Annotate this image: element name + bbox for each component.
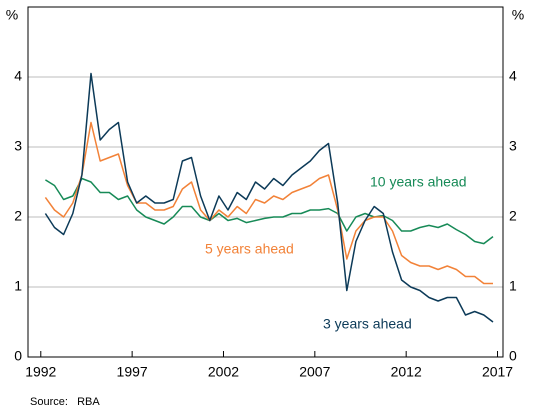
y2-tick-label: 4 bbox=[509, 68, 517, 84]
x-tick-label: 1992 bbox=[25, 364, 56, 380]
y2-tick-label: 1 bbox=[509, 278, 517, 294]
plot-frame bbox=[27, 6, 504, 358]
y2-tick-label: 2 bbox=[509, 208, 517, 224]
source: Source: RBA bbox=[30, 396, 100, 408]
x-tick-label: 2002 bbox=[208, 364, 239, 380]
x-tick-label: 2017 bbox=[482, 364, 513, 380]
y-axis-label: % bbox=[6, 7, 18, 23]
y-tick-label: 2 bbox=[14, 208, 22, 224]
y2-axis-label: % bbox=[512, 7, 524, 23]
y2-tick-label: 0 bbox=[509, 348, 517, 364]
series-line bbox=[45, 177, 494, 245]
y-tick-label: 1 bbox=[14, 278, 22, 294]
series-label: 5 years ahead bbox=[205, 241, 294, 257]
y-tick-label: 0 bbox=[14, 348, 22, 364]
x-tick-label: 2012 bbox=[391, 364, 422, 380]
y-tick-label: 3 bbox=[14, 138, 22, 154]
series-line bbox=[44, 121, 493, 285]
series-line bbox=[44, 72, 494, 323]
x-tick-label: 1997 bbox=[117, 364, 148, 380]
series-label: 10 years ahead bbox=[370, 174, 467, 190]
y2-tick-label: 3 bbox=[509, 138, 517, 154]
series-label: 3 years ahead bbox=[323, 316, 412, 332]
x-tick-label: 2007 bbox=[299, 364, 330, 380]
y-tick-label: 4 bbox=[14, 68, 22, 84]
